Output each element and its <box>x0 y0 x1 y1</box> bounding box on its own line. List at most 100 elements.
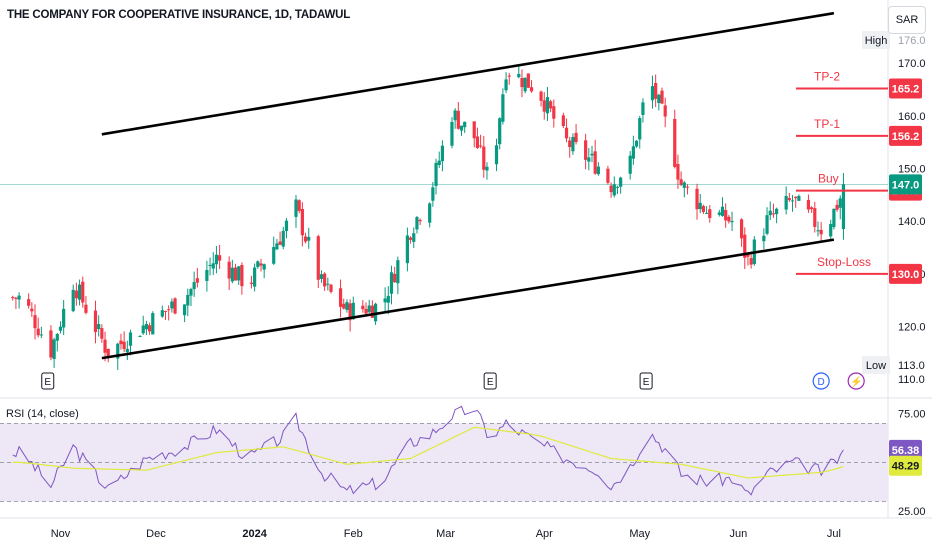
last-price-value: 147.0 <box>892 179 920 191</box>
candle-body <box>319 274 324 279</box>
candle-body <box>698 202 702 210</box>
candle-body <box>195 278 199 283</box>
rsi-ma-value-tag <box>889 455 922 476</box>
low-label: Low <box>866 360 886 372</box>
earnings-marker-label: E <box>643 377 650 388</box>
candle-body <box>673 118 677 167</box>
candle-body <box>660 90 664 104</box>
candle-body <box>163 310 168 312</box>
candle-body <box>797 195 801 201</box>
candle-body <box>482 146 486 170</box>
candle-body <box>256 261 260 267</box>
candle-body <box>768 210 772 216</box>
candle-body <box>147 325 152 332</box>
candle-body <box>634 140 639 147</box>
candle-body <box>103 339 107 353</box>
candle-body <box>428 203 432 223</box>
last-price-tag <box>889 174 922 195</box>
candle-body <box>33 315 37 329</box>
time-tick-label: 2024 <box>242 528 267 540</box>
candle-body <box>415 217 419 230</box>
candle-body <box>564 127 569 139</box>
candle-body <box>479 145 483 147</box>
candle-body <box>517 73 521 78</box>
candle-body <box>835 204 839 210</box>
candle-body <box>418 220 422 222</box>
dividend-marker-label: D <box>818 377 825 388</box>
candle-body <box>679 179 683 185</box>
candle-body <box>708 209 712 219</box>
candle-body <box>790 200 795 202</box>
earnings-marker <box>41 372 55 390</box>
candle-body <box>545 97 550 114</box>
level-price-value: 130.0 <box>892 269 920 281</box>
candle-body <box>587 157 591 162</box>
candle-body <box>351 302 355 320</box>
candle-body <box>615 186 620 188</box>
candle-body <box>361 305 365 310</box>
candle-body <box>501 94 505 122</box>
candle-body <box>141 325 145 334</box>
candle-body <box>160 310 164 317</box>
trend-channel-line <box>101 11 835 136</box>
candle-body <box>606 168 610 183</box>
candle-body <box>233 267 238 281</box>
high-label: High <box>865 35 888 47</box>
level-label: Stop-Loss <box>817 255 871 269</box>
candle-body <box>11 297 15 299</box>
candle-body <box>829 224 833 237</box>
candle-body <box>97 324 101 330</box>
candle-body <box>218 255 222 261</box>
candle-body <box>574 132 578 143</box>
candle-body <box>682 182 686 188</box>
earnings-marker <box>639 372 653 390</box>
candle-body <box>259 263 263 266</box>
candle-body <box>504 79 508 91</box>
candle-body <box>106 348 110 359</box>
candle-body <box>272 247 276 264</box>
candle-body <box>654 82 658 99</box>
chart-title: THE COMPANY FOR COOPERATIVE INSURANCE, 1… <box>7 9 351 21</box>
candle-body <box>704 212 709 214</box>
candle-body <box>494 145 499 165</box>
candle-body <box>93 310 98 333</box>
candle-body <box>787 198 791 201</box>
candle-body <box>609 185 613 193</box>
level-price-tag <box>889 125 922 146</box>
candle-body <box>542 100 546 112</box>
currency-button[interactable]: SAR <box>888 6 926 34</box>
candle-body <box>27 299 31 306</box>
candle-body <box>281 230 285 247</box>
candle-body <box>520 78 524 88</box>
candle-body <box>77 284 82 300</box>
candle-body <box>316 236 320 280</box>
candle-body <box>173 298 177 314</box>
candle-body <box>631 146 635 159</box>
candle-body <box>571 136 575 152</box>
candle-body <box>186 294 190 306</box>
candle-body <box>730 220 734 223</box>
candle-body <box>81 281 85 303</box>
rsi-value: 56.38 <box>892 445 920 457</box>
candle-body <box>765 215 769 234</box>
candle-body <box>240 265 244 287</box>
candle-body <box>389 272 394 294</box>
candle-body <box>405 235 409 264</box>
high-label-box <box>862 31 890 49</box>
candle-body <box>832 208 836 228</box>
candle-body <box>440 145 445 162</box>
rsi-ma-value: 48.29 <box>892 461 920 473</box>
candle-body <box>278 241 282 245</box>
candle-body <box>685 186 690 188</box>
rsi-line <box>12 405 844 496</box>
level-price-value: 156.2 <box>892 131 920 143</box>
candle-body <box>523 77 527 92</box>
candle-body <box>125 348 129 353</box>
candle-body <box>450 121 454 146</box>
candle-body <box>431 187 435 201</box>
candle-body <box>408 237 413 240</box>
candle-body <box>303 236 308 242</box>
candle-body <box>227 261 231 279</box>
candle-body <box>214 254 219 265</box>
